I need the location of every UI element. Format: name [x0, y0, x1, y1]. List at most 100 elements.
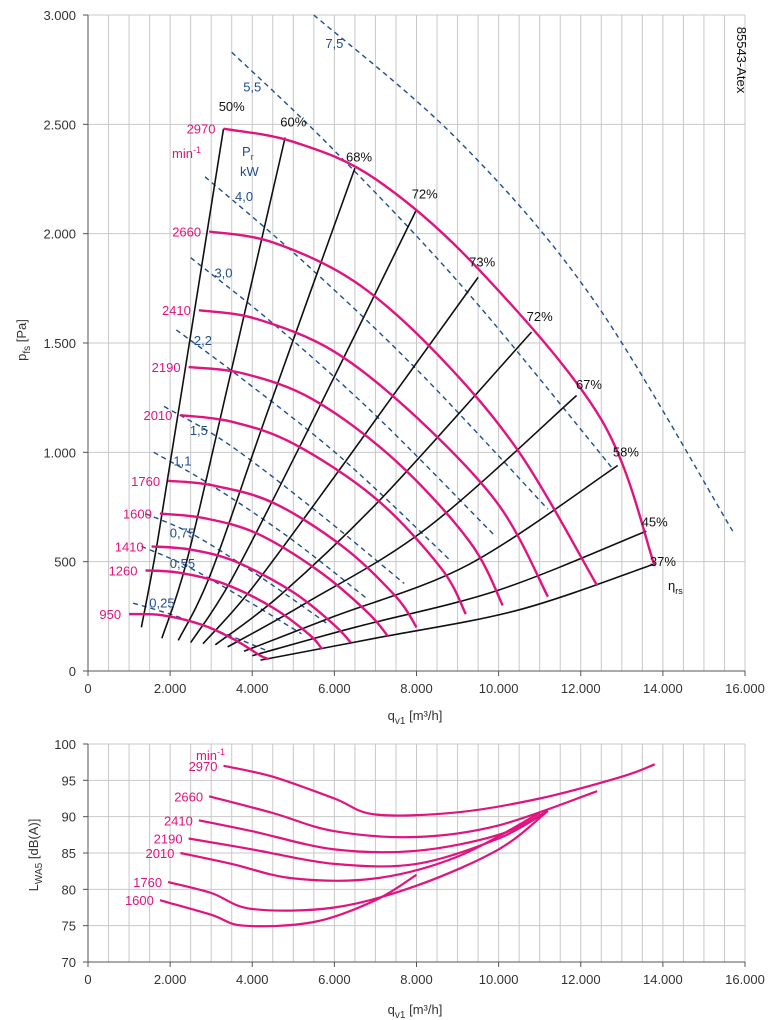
power-label-1-5: 1,5 — [190, 423, 208, 438]
pressure-x-tick-label: 14.000 — [643, 681, 683, 696]
speed-label-950: 950 — [99, 607, 121, 622]
power-curve-3-0 — [190, 257, 495, 536]
speed-curve-1600 — [159, 512, 389, 637]
power-label-4-0: 4,0 — [235, 189, 253, 204]
power-label-7-5: 7,5 — [325, 36, 343, 51]
sound-x-tick-label: 16.000 — [725, 972, 765, 987]
power-curve-4-0 — [204, 176, 549, 510]
sound-y-tick-label: 75 — [62, 919, 76, 934]
sound-label-2660: 2660 — [174, 789, 203, 804]
power-label-0-55: 0,55 — [170, 556, 195, 571]
sound-curve-2010 — [180, 812, 541, 882]
power-curve-5-5 — [231, 51, 615, 471]
sound-y-tick-label: 85 — [62, 846, 76, 861]
sound-y-tick-label: 90 — [62, 810, 76, 825]
speed-curve-1260 — [145, 569, 324, 650]
efficiency-label-3: 72% — [412, 187, 438, 202]
speed-curve-1760 — [167, 479, 418, 628]
sound-curve-2190 — [188, 809, 549, 868]
pressure-x-tick-label: 16.000 — [725, 681, 765, 696]
power-curve-0-55 — [141, 545, 302, 635]
pressure-y-tick-label: 2.000 — [43, 227, 76, 242]
sound-label-1600: 1600 — [125, 893, 154, 908]
sound-label-2190: 2190 — [154, 831, 183, 846]
sound-y-tick-label: 100 — [54, 737, 76, 752]
pressure-y-tick-label: 1.500 — [43, 336, 76, 351]
power-label-5-5: 5,5 — [243, 80, 261, 95]
sound-x-tick-label: 10.000 — [479, 972, 519, 987]
power-curve-1-1 — [153, 451, 368, 600]
efficiency-label-0: 50% — [219, 99, 245, 114]
efficiency-label-5: 72% — [527, 309, 553, 324]
efficiency-label-6: 67% — [576, 377, 602, 392]
power-label-3-0: 3,0 — [214, 265, 232, 280]
sound-x-tick-label: 4.000 — [236, 972, 269, 987]
sound-curve-1760 — [167, 810, 549, 912]
efficiency-curve-1 — [161, 137, 286, 639]
speed-unit-label: min-1 — [172, 145, 201, 161]
power-label-0-75: 0,75 — [170, 526, 195, 541]
sound-x-tick-label: 2.000 — [154, 972, 187, 987]
speed-label-2970: 2970 — [187, 122, 216, 137]
sound-axes: 0 2.000 4.000 6.000 8.000 10.000 12.000 14.000 1… — [54, 737, 765, 987]
pressure-x-tick-label: 8.000 — [400, 681, 433, 696]
pressure-x-tick-label: 12.000 — [561, 681, 601, 696]
speed-curve-2190 — [188, 365, 504, 606]
sound-label-2410: 2410 — [164, 813, 193, 828]
speed-label-1260: 1260 — [109, 563, 138, 578]
speed-curve-2970 — [223, 127, 656, 567]
power-curve-2-2 — [175, 329, 450, 561]
pressure-y-tick-label: 500 — [54, 555, 76, 570]
pressure-y-tick-label: 0 — [69, 664, 76, 679]
speed-curve-2660 — [208, 230, 599, 587]
efficiency-curve-8 — [252, 530, 647, 657]
power-curve-1-5 — [163, 405, 405, 585]
speed-curve-950 — [129, 612, 270, 661]
sound-y-tick-label: 95 — [62, 773, 76, 788]
sound-y-tick-label: 70 — [62, 955, 76, 970]
speed-curve-2010 — [180, 414, 467, 615]
pressure-axes: 0 2.000 4.000 6.000 8.000 10.000 12.000 14.000 1… — [43, 8, 764, 696]
efficiency-curve-5 — [214, 331, 533, 646]
power-label-1-1: 1,1 — [173, 453, 191, 468]
pressure-y-tick-label: 1.000 — [43, 445, 76, 460]
efficiency-curve-3 — [190, 209, 418, 644]
sound-x-tick-label: 12.000 — [561, 972, 601, 987]
efficiency-label-8: 45% — [642, 515, 668, 530]
sound-grid — [87, 743, 746, 963]
efficiency-label-9: 37% — [650, 554, 676, 569]
efficiency-label-4: 73% — [469, 254, 495, 269]
efficiency-curve-4 — [202, 276, 479, 645]
efficiency-curve-2 — [177, 167, 356, 641]
power-curve-7-5 — [313, 14, 734, 532]
sound-x-axis-label: qv1 [m³/h] — [388, 1002, 443, 1020]
speed-label-1600: 1600 — [123, 507, 152, 522]
pressure-x-axis-label: qv1 [m³/h] — [388, 708, 443, 727]
efficiency-curve-7 — [243, 464, 619, 653]
eta-label: ηrs — [668, 578, 683, 596]
speed-label-1760: 1760 — [131, 474, 160, 489]
pressure-y-tick-label: 3.000 — [43, 8, 76, 23]
pressure-x-tick-label: 2.000 — [154, 681, 187, 696]
sound-curves — [159, 763, 656, 928]
power-curves — [133, 14, 734, 652]
efficiency-label-2: 68% — [346, 150, 372, 165]
speed-curves — [129, 127, 656, 661]
pressure-chart: 0 2.000 4.000 6.000 8.000 10.000 12.000 14.000 1… — [14, 8, 765, 727]
sound-curve-1600 — [159, 873, 418, 928]
pressure-x-tick-label: 10.000 — [479, 681, 519, 696]
speed-curve-1410 — [151, 545, 352, 644]
speed-label-2190: 2190 — [152, 360, 181, 375]
power-unit-label: Pr — [242, 144, 254, 162]
pressure-x-tick-label: 4.000 — [236, 681, 269, 696]
sound-label-1760: 1760 — [133, 875, 162, 890]
power-label-2-2: 2,2 — [194, 333, 212, 348]
speed-label-2010: 2010 — [143, 408, 172, 423]
sound-x-tick-label: 0 — [84, 972, 91, 987]
pressure-y-tick-label: 2.500 — [43, 117, 76, 132]
efficiency-curves — [140, 128, 655, 661]
sound-y-axis-label: LWA5 [dB(A)] — [26, 819, 45, 892]
pressure-grid — [87, 14, 746, 672]
